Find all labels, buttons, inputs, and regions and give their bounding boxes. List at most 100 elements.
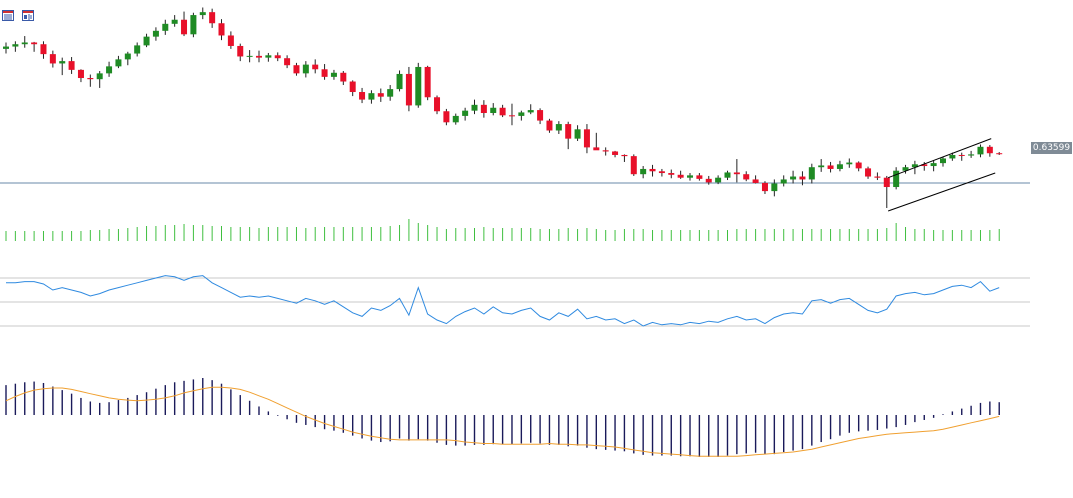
candle (687, 173, 693, 181)
candle-body (743, 174, 749, 179)
candle-body (481, 105, 487, 113)
grid-layout-icon[interactable] (2, 6, 14, 17)
candle-body (931, 163, 937, 166)
candle (303, 61, 309, 77)
candle (406, 67, 412, 111)
candle (265, 53, 271, 62)
candle (678, 171, 684, 179)
candle-body (650, 169, 656, 171)
candle (509, 104, 515, 126)
candle-body (518, 112, 524, 115)
macd-pane (6, 378, 999, 457)
candle-body (228, 35, 234, 45)
candle (809, 164, 815, 184)
candle (87, 75, 93, 87)
candle-body (828, 165, 834, 168)
candle-body (134, 45, 140, 53)
candle-body (172, 20, 178, 24)
candle-body (462, 111, 468, 116)
candle-body (678, 175, 684, 178)
candle (500, 105, 506, 117)
candle-body (50, 54, 56, 63)
candle (293, 63, 299, 76)
candle-body (968, 154, 974, 155)
candle (884, 176, 890, 208)
candle (209, 9, 215, 28)
candle-body (275, 55, 281, 58)
candle-body (631, 156, 637, 174)
candle-body (987, 147, 993, 153)
candle-body (331, 73, 337, 77)
candle-body (706, 179, 712, 182)
candle-body (415, 67, 421, 105)
candle (818, 159, 824, 172)
candle (153, 27, 159, 40)
candle (322, 64, 328, 80)
candle-body (584, 129, 590, 147)
candle-body (940, 158, 946, 163)
candle (546, 119, 552, 133)
candle (387, 85, 393, 101)
candle-body (546, 121, 552, 131)
candle (659, 169, 665, 177)
candle (162, 20, 168, 35)
candle (584, 124, 590, 153)
candle (50, 51, 56, 68)
candlestick-pane (3, 7, 1002, 208)
candle (228, 31, 234, 48)
candle (219, 19, 225, 40)
candle (931, 161, 937, 171)
candle-body (621, 155, 627, 156)
candle-body (818, 165, 824, 167)
candle (621, 154, 627, 162)
candle (762, 181, 768, 194)
candle-body (397, 74, 403, 89)
candle (790, 171, 796, 184)
candle-body (265, 55, 271, 57)
candle (22, 36, 28, 48)
candle-body (378, 93, 384, 96)
channel-lower-line (888, 173, 995, 211)
candle (415, 63, 421, 108)
candle (874, 172, 880, 180)
candle (256, 51, 262, 63)
candle (172, 15, 178, 27)
candle-body (97, 73, 103, 79)
candle (865, 167, 871, 179)
candle-body (696, 175, 702, 178)
candle (893, 167, 899, 189)
candle-body (350, 82, 356, 92)
candle-body (565, 124, 571, 139)
candle-body (734, 172, 740, 174)
candle-body (846, 163, 852, 165)
candle-body (500, 108, 506, 116)
rsi-line (6, 276, 999, 326)
candle-body (874, 177, 880, 178)
chart-window-icon[interactable] (22, 6, 34, 17)
candle-body (837, 164, 843, 169)
candle-body (162, 24, 168, 31)
candle (200, 7, 206, 19)
candle-body (312, 65, 318, 70)
candle (837, 161, 843, 171)
candle-body (153, 31, 159, 37)
candle (593, 133, 599, 150)
candle (472, 100, 478, 115)
candle-body (284, 58, 290, 65)
candle-body (715, 178, 721, 183)
candle (846, 158, 852, 167)
candle-body (556, 124, 562, 130)
channel-upper-line (888, 139, 991, 178)
candle-body (771, 184, 777, 192)
candle-body (144, 37, 150, 46)
candle (462, 108, 468, 121)
candle-body (472, 105, 478, 111)
candle-body (219, 23, 225, 35)
candle (743, 171, 749, 181)
candle-body (359, 92, 365, 100)
candle (97, 71, 103, 88)
candle-body (537, 110, 543, 120)
candle (78, 69, 84, 82)
candle-body (509, 115, 515, 116)
